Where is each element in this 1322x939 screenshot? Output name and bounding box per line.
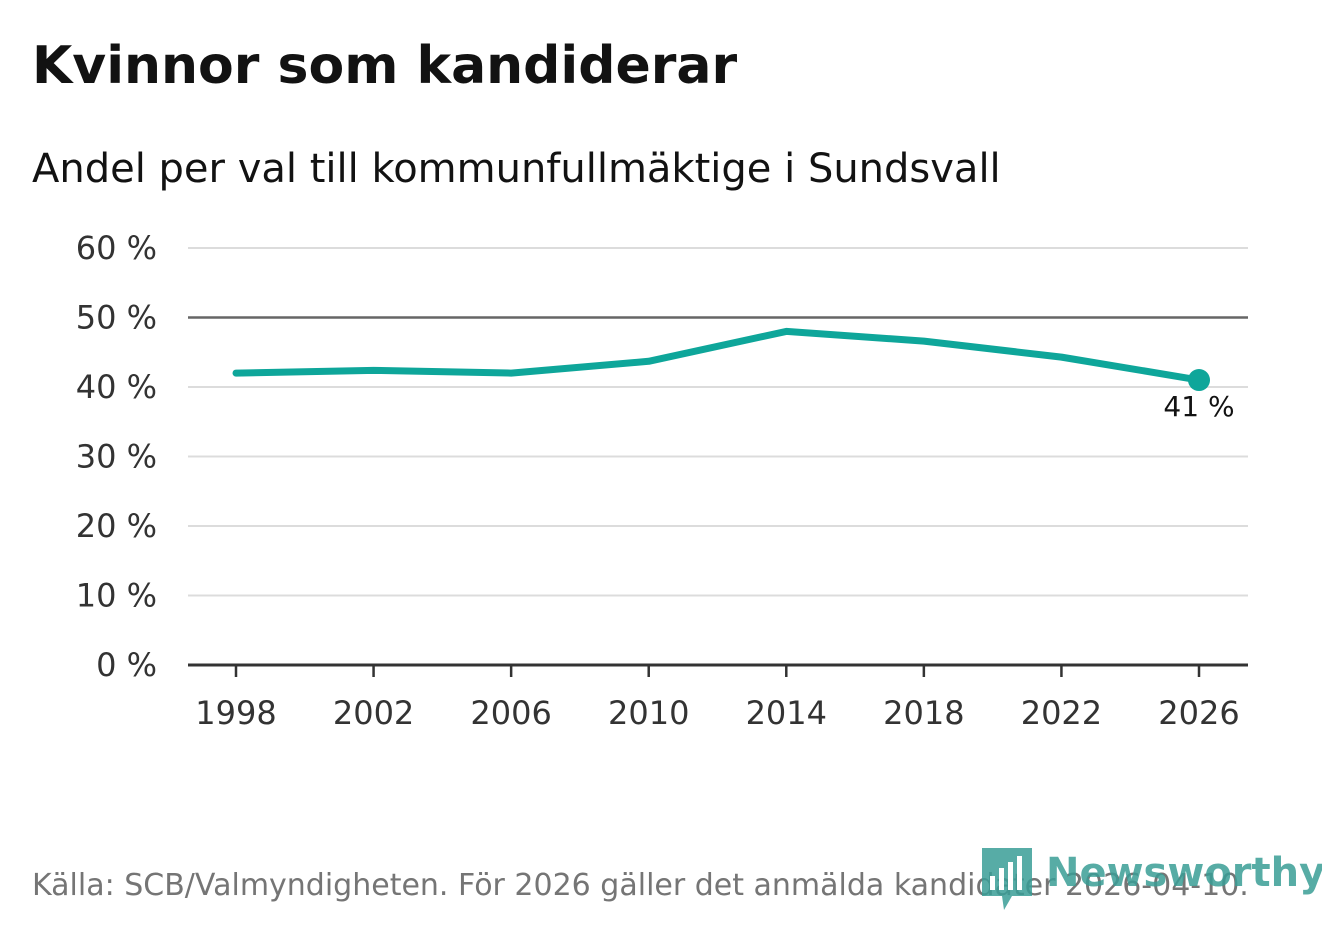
bar-chart-pin-icon: [982, 848, 1032, 910]
x-tick-label: 1998: [195, 694, 276, 732]
grid-layer: [188, 247, 1248, 597]
y-tick-label: 0 %: [96, 646, 157, 684]
x-tick-label: 2026: [1158, 694, 1239, 732]
series-layer: [232, 327, 1210, 392]
brand-name: Newsworthy: [1046, 850, 1322, 896]
y-tick-label: 10 %: [76, 577, 157, 615]
x-tick-label: 2014: [746, 694, 827, 732]
x-tick-label: 2010: [608, 694, 689, 732]
y-tick-label: 50 %: [76, 299, 157, 337]
source-note: Källa: SCB/Valmyndigheten. För 2026 gäll…: [32, 868, 1249, 903]
x-tick-label: 2018: [883, 694, 964, 732]
end-point-marker: [1188, 369, 1210, 392]
y-tick-label: 60 %: [76, 229, 157, 267]
y-tick-label: 30 %: [76, 438, 157, 476]
x-tick-label: 2002: [333, 694, 414, 732]
end-value-label: 41 %: [1163, 390, 1234, 423]
chart-subtitle: Andel per val till kommunfullmäktige i S…: [32, 146, 1001, 192]
y-tick-label: 20 %: [76, 507, 157, 545]
brand-logo: Newsworthy: [982, 848, 1322, 910]
series-line: [232, 327, 1203, 384]
label-layer: 41 %: [1163, 390, 1234, 423]
x-tick-label: 2022: [1021, 694, 1102, 732]
chart-title: Kvinnor som kandiderar: [32, 36, 738, 96]
x-tick-label: 2006: [470, 694, 551, 732]
y-tick-label: 40 %: [76, 368, 157, 406]
axis-layer: 0 % 10 % 20 % 30 % 40 % 50 % 60 % 1998 2002 2006 2…: [76, 229, 1248, 732]
